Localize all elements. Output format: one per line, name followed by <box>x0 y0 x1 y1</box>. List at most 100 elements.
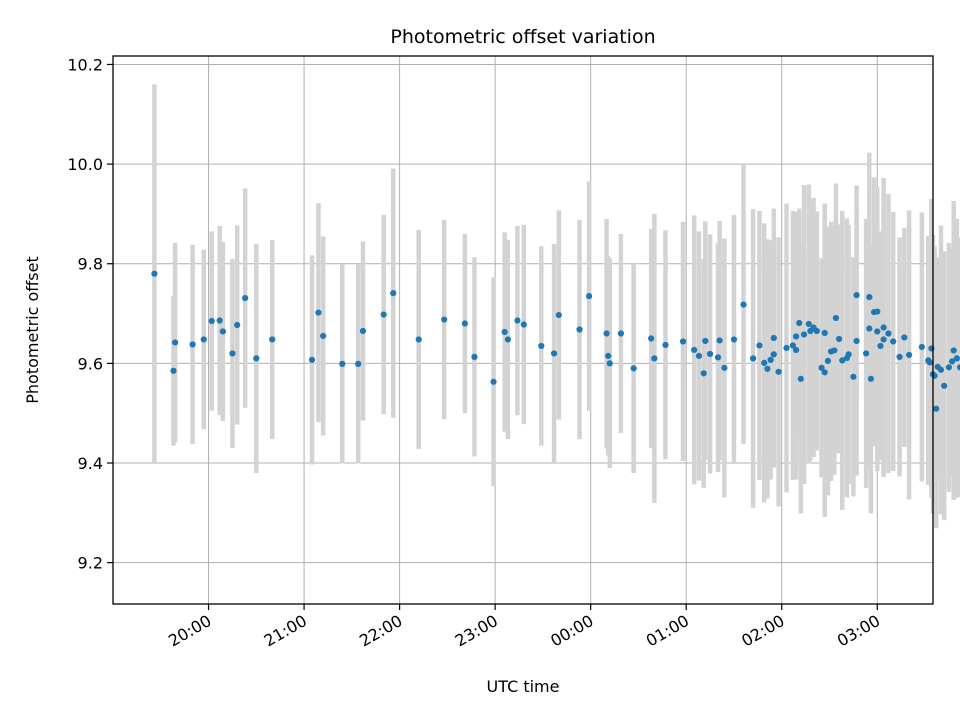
data-point <box>824 357 832 364</box>
data-point <box>471 353 478 361</box>
data-point <box>630 365 637 372</box>
data-point <box>716 337 723 344</box>
y-tick-label: 9.6 <box>78 354 103 373</box>
data-point <box>691 346 698 354</box>
data-point <box>585 293 593 300</box>
data-point <box>874 308 881 315</box>
data-point <box>606 360 613 367</box>
data-point <box>764 365 771 372</box>
data-point <box>839 357 846 364</box>
data-point <box>269 336 276 343</box>
data-point <box>721 364 728 371</box>
data-point <box>253 355 260 362</box>
data-point <box>679 338 687 345</box>
data-point <box>949 358 956 365</box>
data-point <box>950 347 957 354</box>
data-point <box>514 317 521 324</box>
data-point <box>775 368 782 375</box>
data-point <box>355 360 362 367</box>
data-point <box>320 332 327 340</box>
data-point <box>441 316 448 323</box>
data-point <box>219 328 226 335</box>
data-point <box>937 366 945 373</box>
data-point <box>200 336 207 343</box>
data-point <box>520 321 527 328</box>
data-point <box>706 350 714 358</box>
data-point <box>756 342 763 349</box>
data-point <box>315 309 322 316</box>
data-point <box>170 367 177 374</box>
data-point <box>941 382 948 389</box>
data-point <box>648 335 655 342</box>
data-point <box>866 294 873 301</box>
data-point <box>308 356 316 363</box>
data-point <box>853 292 860 299</box>
data-point <box>926 359 933 366</box>
data-point <box>906 351 913 359</box>
y-tick-label: 9.4 <box>78 454 103 473</box>
plot-frame <box>112 55 934 605</box>
y-tick-label: 10.0 <box>67 155 103 174</box>
data-point <box>933 405 940 412</box>
data-point <box>700 370 707 377</box>
data-point <box>821 329 828 337</box>
data-point <box>796 319 803 327</box>
data-point <box>617 330 625 337</box>
data-point <box>714 354 722 361</box>
data-points <box>151 270 960 412</box>
y-tick-label: 9.8 <box>78 255 103 274</box>
data-point <box>792 346 800 354</box>
x-axis-label: UTC time <box>487 677 560 696</box>
data-point <box>189 341 196 348</box>
data-point <box>740 301 747 308</box>
data-point <box>770 334 777 342</box>
data-point <box>956 364 960 371</box>
data-point <box>797 375 804 382</box>
chart-title: Photometric offset variation <box>390 26 655 48</box>
data-point <box>651 355 658 362</box>
data-point <box>850 373 857 380</box>
data-point <box>234 321 241 329</box>
y-tick-label: 9.2 <box>78 554 103 573</box>
data-point <box>800 331 808 338</box>
data-point <box>490 378 497 385</box>
data-point <box>461 320 468 327</box>
data-point <box>555 311 562 319</box>
data-point <box>863 350 870 357</box>
data-point <box>813 327 820 335</box>
data-point <box>603 330 610 337</box>
data-point <box>695 352 703 360</box>
data-point <box>831 347 838 354</box>
data-point <box>770 351 777 358</box>
data-point <box>890 338 897 345</box>
data-point <box>501 328 508 336</box>
data-point <box>767 356 774 363</box>
data-point <box>789 342 796 349</box>
data-point <box>832 314 839 322</box>
data-point <box>415 336 422 343</box>
data-point <box>853 337 860 345</box>
data-point <box>880 324 887 331</box>
data-point <box>821 369 828 376</box>
data-point <box>845 351 852 358</box>
data-point <box>953 355 960 362</box>
data-point <box>885 330 892 337</box>
data-point <box>662 341 669 349</box>
data-point <box>229 350 236 357</box>
data-point <box>867 375 875 382</box>
data-point <box>339 360 346 367</box>
data-point <box>880 336 887 343</box>
data-point <box>359 327 367 335</box>
data-point <box>208 317 215 325</box>
data-point <box>761 359 768 366</box>
data-point <box>918 343 925 351</box>
data-point <box>792 333 800 340</box>
data-point <box>749 355 757 362</box>
data-point <box>171 339 179 346</box>
data-point <box>874 328 881 335</box>
data-point <box>783 344 790 352</box>
y-axis-ticks: 9.2 9.4 9.6 9.8 10.0 10.2 <box>67 55 113 573</box>
data-point <box>550 350 558 357</box>
data-point <box>805 320 812 328</box>
